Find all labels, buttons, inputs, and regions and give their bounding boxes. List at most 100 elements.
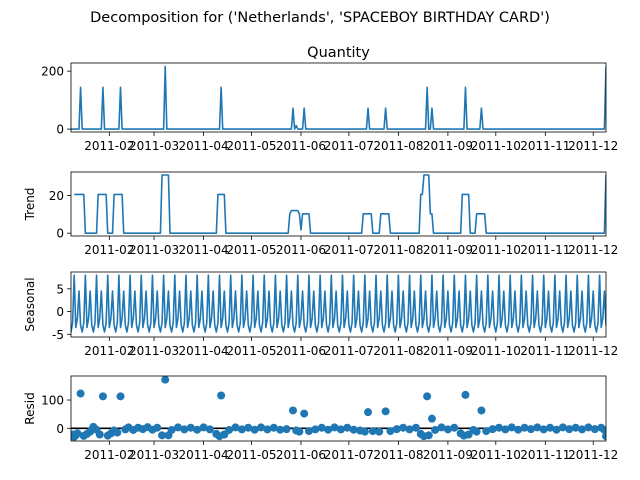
quantity-xtick-label: 2011-12 bbox=[568, 139, 618, 153]
resid-xtick-label: 2011-03 bbox=[129, 448, 179, 462]
trend-xtick-label: 2011-10 bbox=[471, 243, 521, 257]
trend-xtick-label: 2011-05 bbox=[226, 243, 276, 257]
seasonal-ylabel: Seasonal bbox=[23, 277, 37, 331]
resid-point bbox=[423, 392, 432, 401]
seasonal-xtick-label: 2011-04 bbox=[178, 344, 228, 358]
resid-point bbox=[186, 423, 195, 432]
resid-data bbox=[71, 376, 606, 441]
resid-point bbox=[73, 429, 82, 438]
seasonal-xtick-label: 2011-02 bbox=[84, 344, 134, 358]
resid-xtick-label: 2011-06 bbox=[276, 448, 326, 462]
quantity-frame bbox=[70, 62, 607, 133]
trend-ytick-label: 0 bbox=[56, 227, 64, 241]
seasonal-ytick-label: 0 bbox=[56, 305, 64, 319]
resid-point bbox=[399, 423, 408, 432]
seasonal-xtick-label: 2011-05 bbox=[226, 344, 276, 358]
quantity-xtick-label: 2011-03 bbox=[129, 139, 179, 153]
resid-point bbox=[450, 423, 459, 432]
resid-point bbox=[153, 423, 162, 432]
resid-point bbox=[520, 423, 529, 432]
quantity-ytick-label: 200 bbox=[41, 65, 64, 79]
resid-point bbox=[257, 423, 266, 432]
trend-data bbox=[74, 174, 606, 234]
resid-point bbox=[113, 428, 122, 437]
resid-point bbox=[514, 425, 523, 434]
resid-point bbox=[364, 408, 373, 417]
trend-xtick-label: 2011-09 bbox=[423, 243, 473, 257]
resid-point bbox=[461, 390, 470, 399]
resid-xtick-label: 2011-09 bbox=[423, 448, 473, 462]
resid-xtick-label: 2011-08 bbox=[373, 448, 423, 462]
trend-xtick-label: 2011-12 bbox=[568, 243, 618, 257]
resid-point bbox=[488, 425, 497, 434]
trend-xtick-label: 2011-11 bbox=[520, 243, 570, 257]
resid-point bbox=[558, 423, 567, 432]
seasonal-series-line bbox=[71, 274, 606, 333]
seasonal-xtick-label: 2011-08 bbox=[373, 344, 423, 358]
resid-xtick-label: 2011-05 bbox=[226, 448, 276, 462]
resid-point bbox=[161, 376, 170, 384]
quantity-xtick-label: 2011-08 bbox=[373, 139, 423, 153]
resid-point bbox=[405, 425, 414, 434]
resid-point bbox=[411, 423, 420, 432]
resid-point bbox=[381, 407, 390, 416]
resid-ytick-label: 0 bbox=[56, 422, 64, 436]
seasonal-xtick-label: 2011-10 bbox=[471, 344, 521, 358]
resid-point bbox=[269, 423, 278, 432]
resid-point bbox=[304, 427, 313, 436]
resid-point bbox=[477, 406, 486, 415]
resid-point bbox=[501, 425, 510, 434]
resid-point bbox=[324, 425, 333, 434]
quantity-xtick-label: 2011-10 bbox=[471, 139, 521, 153]
trend-xtick-label: 2011-06 bbox=[276, 243, 326, 257]
resid-point bbox=[76, 389, 85, 398]
seasonal-ytick-label: 5 bbox=[56, 282, 64, 296]
resid-point bbox=[360, 427, 369, 436]
trend-xtick-label: 2011-04 bbox=[178, 243, 228, 257]
trend-frame bbox=[70, 171, 607, 237]
resid-point bbox=[565, 425, 574, 434]
quantity-xtick-label: 2011-06 bbox=[276, 139, 326, 153]
trend-xtick-label: 2011-03 bbox=[129, 243, 179, 257]
resid-point bbox=[116, 392, 125, 401]
resid-point bbox=[507, 423, 516, 432]
seasonal-frame bbox=[70, 271, 607, 338]
resid-point bbox=[250, 425, 259, 434]
resid-point bbox=[311, 425, 320, 434]
seasonal-xtick-label: 2011-09 bbox=[423, 344, 473, 358]
resid-point bbox=[317, 423, 326, 432]
resid-point bbox=[167, 425, 176, 434]
seasonal-xtick-label: 2011-11 bbox=[520, 344, 570, 358]
resid-point bbox=[343, 423, 352, 432]
resid-point bbox=[295, 427, 304, 436]
resid-point bbox=[158, 431, 167, 440]
resid-point bbox=[482, 427, 491, 436]
seasonal-data bbox=[71, 274, 606, 333]
trend-series-line bbox=[74, 174, 606, 234]
resid-point bbox=[225, 425, 234, 434]
quantity-xtick-label: 2011-02 bbox=[84, 139, 134, 153]
resid-point bbox=[472, 427, 481, 436]
figure-suptitle: Decomposition for ('Netherlands', 'SPACE… bbox=[90, 10, 550, 26]
seasonal-xtick-label: 2011-06 bbox=[276, 344, 326, 358]
resid-point bbox=[300, 409, 309, 418]
resid-point bbox=[539, 425, 548, 434]
trend-xtick-label: 2011-02 bbox=[84, 243, 134, 257]
resid-point bbox=[244, 423, 253, 432]
resid-point bbox=[237, 425, 246, 434]
resid-point bbox=[349, 425, 358, 434]
trend-ylabel: Trend bbox=[23, 188, 37, 222]
resid-point bbox=[174, 423, 182, 432]
resid-point bbox=[546, 423, 555, 432]
seasonal-xtick-label: 2011-12 bbox=[568, 344, 618, 358]
quantity-data bbox=[71, 65, 606, 130]
resid-xtick-label: 2011-10 bbox=[471, 448, 521, 462]
resid-point bbox=[571, 423, 580, 432]
resid-xtick-label: 2011-07 bbox=[324, 448, 374, 462]
resid-point bbox=[193, 425, 202, 434]
quantity-xtick-label: 2011-09 bbox=[423, 139, 473, 153]
